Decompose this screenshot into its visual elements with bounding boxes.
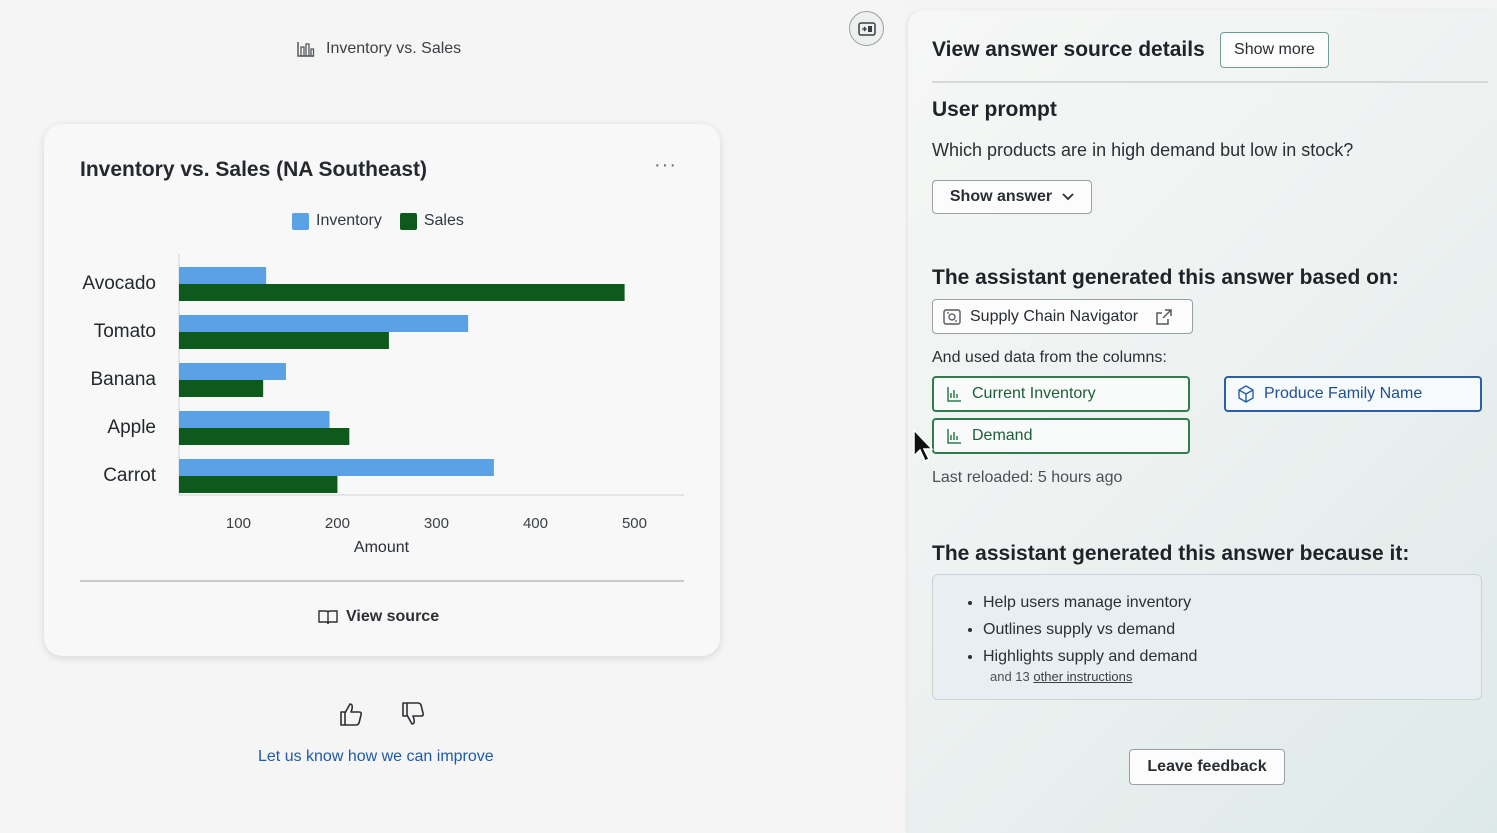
source-chip-label: Supply Chain Navigator bbox=[970, 307, 1139, 325]
mouse-pointer-icon bbox=[913, 428, 934, 463]
panel-divider bbox=[932, 81, 1488, 83]
thumbs-down-icon[interactable] bbox=[399, 700, 427, 728]
show-answer-label: Show answer bbox=[949, 188, 1053, 205]
reasons-list: Help users manage inventory Outlines sup… bbox=[983, 589, 1197, 670]
collapse-panel-icon bbox=[857, 21, 876, 36]
other-instructions-link[interactable]: other instructions bbox=[1033, 669, 1133, 684]
bar-inventory-avocado bbox=[179, 267, 267, 284]
column-chip-demand[interactable]: Demand bbox=[932, 418, 1190, 454]
legend-item-sales[interactable]: Sales bbox=[399, 212, 464, 230]
column-chip-label: Produce Family Name bbox=[1264, 385, 1423, 402]
bar-inventory-apple bbox=[179, 411, 330, 428]
bar-inventory-carrot bbox=[179, 459, 494, 476]
more-icon[interactable]: ··· bbox=[654, 154, 677, 176]
chart-icon bbox=[297, 42, 315, 57]
x-tick-label: 400 bbox=[523, 515, 548, 532]
bar-sales-banana bbox=[179, 380, 264, 397]
view-source-button[interactable]: View source bbox=[318, 608, 439, 626]
legend-label-sales: Sales bbox=[423, 212, 464, 229]
because-heading: The assistant generated this answer beca… bbox=[932, 542, 1410, 565]
bar-inventory-tomato bbox=[179, 315, 469, 332]
chevron-down-icon bbox=[1062, 193, 1074, 201]
last-reloaded-text: Last reloaded: 5 hours ago bbox=[932, 469, 1123, 486]
column-chip-produce-family-name[interactable]: Produce Family Name bbox=[1224, 376, 1482, 412]
reasons-box: Help users manage inventory Outlines sup… bbox=[932, 574, 1482, 700]
reason-item: Highlights supply and demand bbox=[983, 643, 1197, 670]
chart-card: Inventory vs. Sales (NA Southeast) ··· I… bbox=[44, 124, 720, 656]
book-icon bbox=[318, 610, 338, 625]
card-divider bbox=[80, 580, 684, 582]
thumbs-up-icon[interactable] bbox=[337, 700, 365, 728]
chart-title: Inventory vs. Sales (NA Southeast) bbox=[80, 158, 427, 181]
leave-feedback-button[interactable]: Leave feedback bbox=[1129, 749, 1285, 785]
y-tick-label: Banana bbox=[90, 369, 156, 390]
y-tick-label: Avocado bbox=[82, 273, 156, 294]
source-details-panel: View answer source details Show more Use… bbox=[908, 10, 1497, 833]
user-prompt-heading: User prompt bbox=[932, 98, 1057, 121]
more-instructions-prefix: and 13 bbox=[990, 669, 1030, 684]
bar-inventory-banana bbox=[179, 363, 286, 380]
bar-sales-avocado bbox=[179, 284, 625, 301]
view-source-label: View source bbox=[346, 608, 440, 625]
external-link-icon[interactable] bbox=[1155, 308, 1173, 326]
column-chip-current-inventory[interactable]: Current Inventory bbox=[932, 376, 1190, 412]
improve-feedback-link[interactable]: Let us know how we can improve bbox=[258, 748, 494, 765]
reason-item: Outlines supply vs demand bbox=[983, 616, 1197, 643]
show-more-button[interactable]: Show more bbox=[1220, 32, 1329, 68]
legend-item-inventory[interactable]: Inventory bbox=[292, 212, 382, 230]
y-tick-label: Tomato bbox=[94, 321, 156, 342]
x-axis-label: Amount bbox=[354, 539, 410, 556]
more-instructions: and 13 other instructions bbox=[990, 669, 1132, 684]
y-tick-label: Carrot bbox=[103, 465, 157, 486]
page-title: Inventory vs. Sales bbox=[296, 40, 461, 58]
legend-swatch-sales bbox=[399, 212, 417, 230]
x-tick-label: 300 bbox=[424, 515, 449, 532]
panel-title: View answer source details bbox=[932, 38, 1205, 61]
bar-sales-apple bbox=[179, 428, 350, 445]
collapse-panel-button[interactable] bbox=[849, 11, 884, 46]
x-tick-label: 500 bbox=[622, 515, 647, 532]
feedback-thumbs bbox=[337, 700, 427, 728]
legend-swatch-inventory bbox=[292, 212, 309, 230]
x-tick-label: 200 bbox=[325, 515, 350, 532]
columns-label: And used data from the columns: bbox=[932, 349, 1167, 366]
cube-icon bbox=[1238, 385, 1254, 403]
based-on-heading: The assistant generated this answer base… bbox=[932, 266, 1399, 289]
measure-icon bbox=[947, 429, 961, 444]
reason-item: Help users manage inventory bbox=[983, 589, 1197, 616]
chart-legend: Inventory Sales bbox=[292, 212, 464, 230]
source-chip-supply-chain-navigator[interactable]: Supply Chain Navigator bbox=[932, 299, 1193, 334]
page-title-text: Inventory vs. Sales bbox=[326, 40, 462, 57]
y-tick-label: Apple bbox=[107, 417, 156, 438]
column-chip-label: Demand bbox=[972, 427, 1033, 444]
legend-label-inventory: Inventory bbox=[316, 212, 382, 229]
x-tick-label: 100 bbox=[226, 515, 251, 532]
user-prompt-text: Which products are in high demand but lo… bbox=[932, 140, 1354, 160]
bar-sales-carrot bbox=[179, 476, 338, 493]
main-area: Inventory vs. Sales Inventory vs. Sales … bbox=[44, 11, 884, 765]
dataset-icon bbox=[943, 308, 961, 325]
measure-icon bbox=[947, 387, 961, 402]
bar-chart: Avocado Tomato Banana Apple Carrot 100 200 300 4… bbox=[82, 254, 684, 556]
bar-sales-tomato bbox=[179, 332, 389, 349]
column-chip-label: Current Inventory bbox=[972, 385, 1096, 402]
show-answer-button[interactable]: Show answer bbox=[932, 180, 1092, 214]
